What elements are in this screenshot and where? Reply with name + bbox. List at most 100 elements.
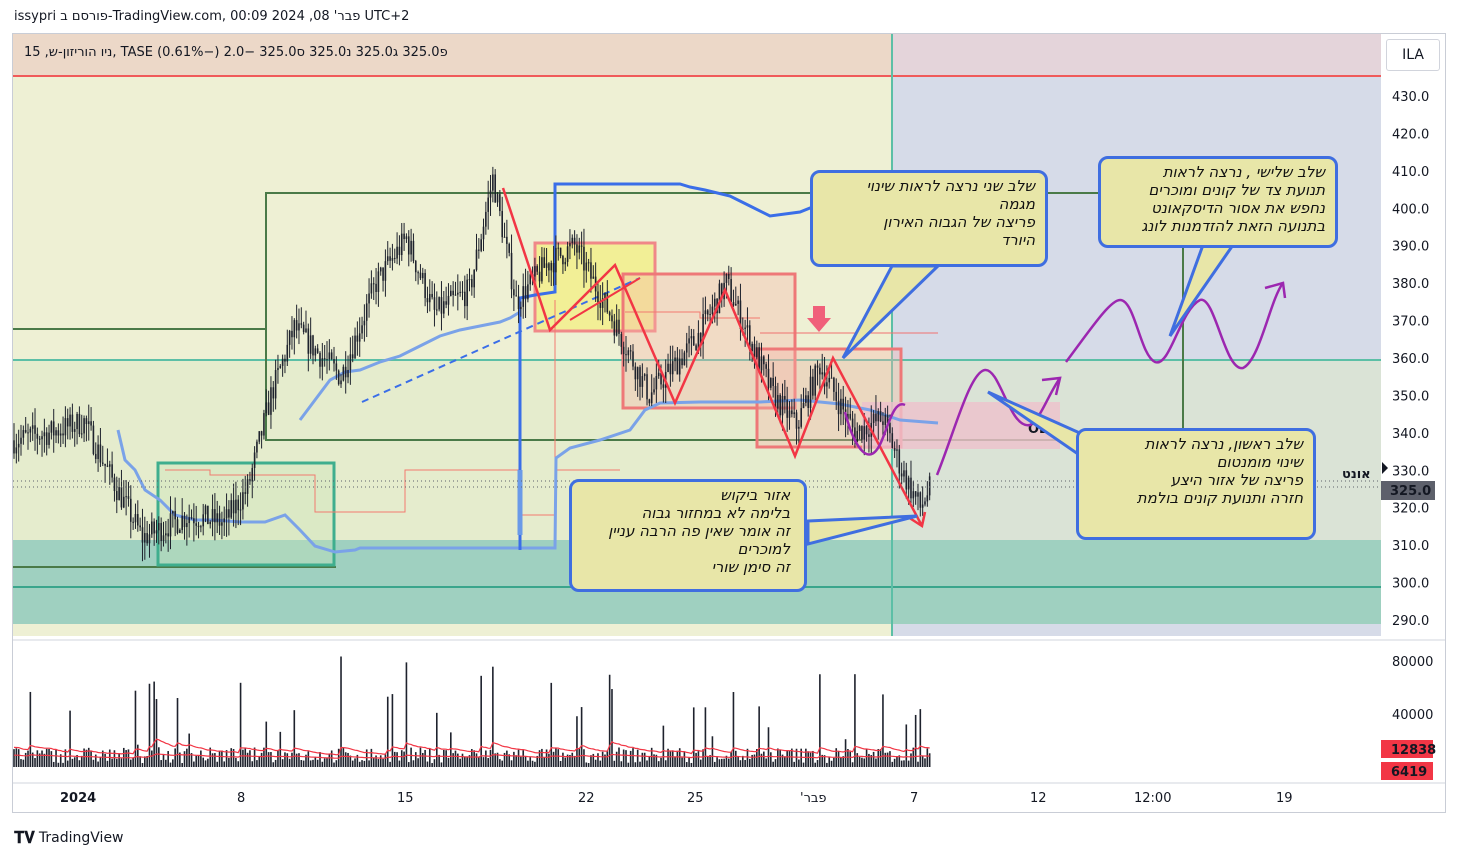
candle-body xyxy=(489,190,492,198)
volume-bar xyxy=(71,758,74,767)
volume-bar xyxy=(80,755,83,767)
candle-body xyxy=(641,376,644,387)
time-axis[interactable]: 2024 8 15 22 25 'פבר 7 12 12:00 19 xyxy=(13,782,1445,806)
candle-body xyxy=(821,372,824,375)
volume-badge-2: 6419 xyxy=(1391,765,1427,780)
volume-bar xyxy=(690,762,693,767)
callout-stage-two[interactable]: שלב שני נרצה לראות שינוי מגמה פריצה של ה… xyxy=(810,170,1048,267)
callout-stage-one[interactable]: שלב ראשון, נרצה לראות שינוי מומנטום פריצ… xyxy=(1076,428,1316,540)
volume-bar xyxy=(833,757,835,767)
volume-bar xyxy=(120,758,123,767)
volume-bar xyxy=(562,752,564,767)
candle-body xyxy=(571,237,574,244)
candle-body xyxy=(368,293,370,304)
volume-bar xyxy=(335,760,338,767)
volume-bar xyxy=(842,756,845,767)
vwap-lines[interactable] xyxy=(116,182,939,554)
candle-body xyxy=(851,418,854,428)
bg-top-zone-right xyxy=(892,34,1381,76)
candle-body xyxy=(354,335,356,359)
volume-bar xyxy=(443,749,445,767)
volume-bar xyxy=(534,761,536,767)
volume-pane[interactable]: 80000 40000 12838 6419 xyxy=(13,639,1445,780)
candle-body xyxy=(903,470,905,477)
candle-body xyxy=(428,293,431,303)
candle-body xyxy=(744,327,746,329)
candle-body xyxy=(826,382,828,387)
candle-body xyxy=(372,283,375,285)
volume-bar xyxy=(611,689,613,767)
volume-bar xyxy=(225,750,228,767)
purple-projections[interactable] xyxy=(843,281,1287,476)
callout-stage-three[interactable]: שלב שלישי , נרצה לראות תנועת צד של קונים… xyxy=(1098,156,1338,248)
volume-bar xyxy=(699,759,702,767)
candle-body xyxy=(830,377,833,379)
volume-bar xyxy=(78,760,81,767)
candle-body xyxy=(774,386,777,409)
candle-body xyxy=(877,411,880,422)
chart-frame[interactable] xyxy=(12,33,1446,813)
volume-bar xyxy=(847,749,849,767)
candle-body xyxy=(791,410,793,415)
callout-demand-zone[interactable]: אזור ביקוש בלימה לא במחזור גבוה זה אומר … xyxy=(569,479,807,592)
red-zigzag[interactable] xyxy=(501,187,924,527)
candle-body xyxy=(872,413,875,423)
callout-stage-two-line-2: מגמה xyxy=(998,195,1035,213)
volume-tick-40000: 40000 xyxy=(1392,708,1433,723)
volume-bar xyxy=(807,751,809,767)
volume-bar xyxy=(108,749,111,767)
volume-bar xyxy=(926,748,929,767)
tradingview-logo[interactable]: 𝐓𝐕 TradingView xyxy=(14,828,124,848)
volume-bar xyxy=(113,750,116,767)
candle-body xyxy=(141,527,144,543)
volume-bar xyxy=(538,750,541,767)
candle-body xyxy=(258,431,261,442)
candle-body xyxy=(896,449,898,451)
candle-body xyxy=(910,477,912,499)
candle-body xyxy=(419,272,422,279)
callout-stage-two-line-1: שלב שני נרצה לראות שינוי xyxy=(866,177,1035,195)
candle-body xyxy=(921,504,924,508)
candle-body xyxy=(611,315,613,322)
volume-bar xyxy=(863,758,866,767)
candle-body xyxy=(545,263,548,268)
callout-demand-line-1: אזור ביקוש xyxy=(720,486,790,504)
candle-body xyxy=(674,357,676,362)
candle-body xyxy=(314,348,317,356)
candle-body xyxy=(407,236,410,255)
volume-bar xyxy=(741,755,744,767)
candle-body xyxy=(914,491,917,497)
candle-body xyxy=(438,297,440,310)
candle-body xyxy=(148,534,151,544)
price-tick-370: 370.0 xyxy=(1392,315,1429,330)
volume-bar xyxy=(300,760,303,767)
volume-bar xyxy=(405,662,408,767)
currency-button[interactable]: ILA xyxy=(1386,39,1440,71)
candle-body xyxy=(527,284,529,300)
price-axis[interactable]: 430.0 420.0 410.0 400.0 390.0 380.0 370.0 360.0… xyxy=(1392,90,1429,629)
volume-bar xyxy=(398,760,401,767)
volume-bar xyxy=(104,753,106,767)
volume-bar xyxy=(907,760,910,767)
candle-body xyxy=(424,272,426,299)
volume-bar xyxy=(601,751,604,767)
volume-bar xyxy=(580,707,583,767)
candle-body xyxy=(286,344,289,362)
volume-bar xyxy=(246,752,249,767)
volume-bar xyxy=(608,674,611,767)
volume-bar xyxy=(501,760,503,767)
candle-body xyxy=(209,521,212,525)
candle-body xyxy=(377,271,380,292)
candle-body xyxy=(760,356,763,371)
volume-bar xyxy=(643,752,646,767)
collapse-arrow-icon[interactable] xyxy=(1382,462,1388,474)
volume-bar xyxy=(905,724,908,767)
volume-bar xyxy=(473,750,475,767)
candle-body xyxy=(291,330,293,338)
candle-body xyxy=(569,243,571,247)
volume-bar xyxy=(879,749,882,767)
symbol-legend[interactable]: ניו הוריזון-ש, 15, TASE פ325.0 ג325.0 נ3… xyxy=(24,45,448,60)
candle-body xyxy=(43,432,46,437)
volume-bar xyxy=(555,747,557,767)
volume-bar xyxy=(914,714,917,767)
